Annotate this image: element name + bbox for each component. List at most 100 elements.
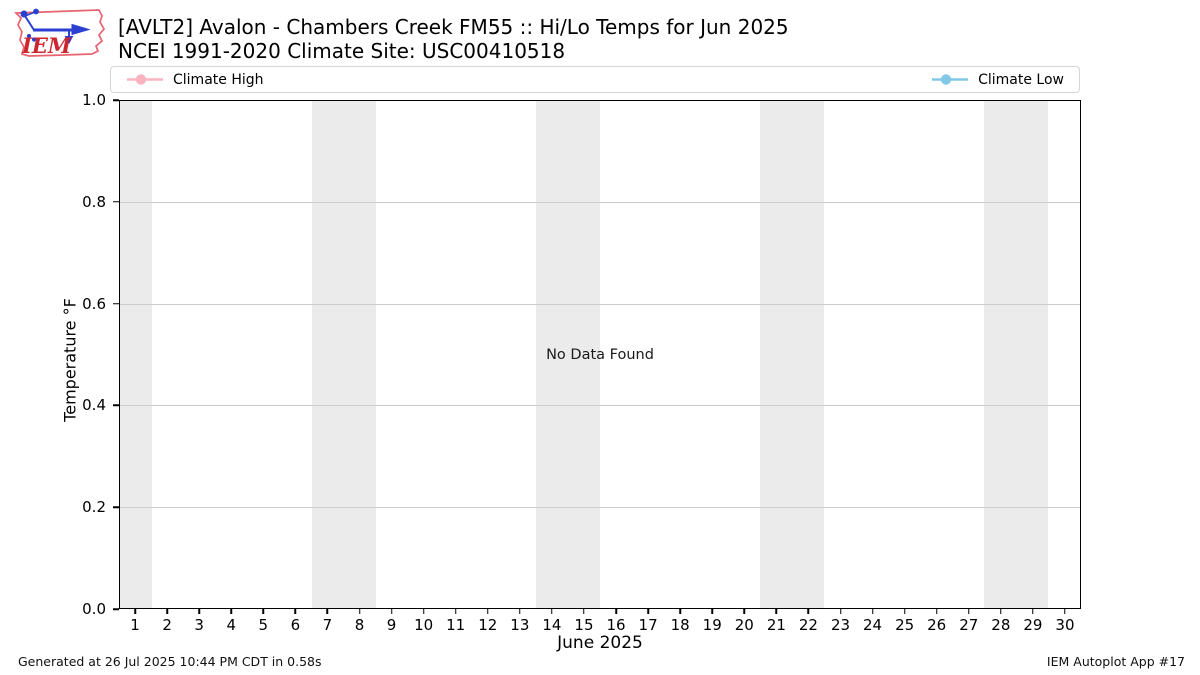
- x-tick-mark: [743, 609, 746, 614]
- logo-text: IEM: [21, 33, 72, 58]
- x-tick-mark: [711, 609, 713, 614]
- legend-label-climate-low: Climate Low: [978, 71, 1064, 88]
- legend-item-climate-low: Climate Low: [931, 72, 1064, 88]
- weekend-shade-band: [312, 101, 376, 608]
- legend-label-climate-high: Climate High: [173, 71, 264, 88]
- x-tick-label: 21: [766, 616, 786, 634]
- x-tick-label: 16: [606, 616, 626, 634]
- x-tick-mark: [775, 609, 778, 614]
- x-tick-mark: [230, 609, 232, 614]
- x-tick-label: 27: [959, 616, 979, 634]
- x-tick-label: 18: [670, 616, 690, 634]
- x-tick-label: 26: [927, 616, 947, 634]
- x-tick-mark: [647, 609, 649, 614]
- x-tick-mark: [262, 609, 265, 614]
- x-tick-mark: [903, 609, 906, 614]
- x-tick-label: 8: [354, 616, 365, 634]
- x-tick-mark: [326, 609, 329, 614]
- x-tick-mark: [358, 609, 361, 614]
- x-tick-mark: [1032, 609, 1034, 614]
- x-tick-mark: [422, 609, 425, 614]
- x-tick-label: 22: [798, 616, 818, 634]
- x-tick-label: 5: [258, 616, 269, 634]
- x-tick-mark: [583, 609, 585, 614]
- x-tick-mark: [294, 609, 297, 614]
- iem-logo: IEM: [14, 8, 106, 58]
- y-gridline: [120, 202, 1080, 204]
- x-tick-label: 12: [478, 616, 498, 634]
- y-tick-label: 0.0: [82, 600, 106, 618]
- x-tick-mark: [968, 609, 970, 614]
- y-gridline: [120, 303, 1080, 305]
- x-tick-label: 14: [542, 616, 562, 634]
- x-tick-mark: [615, 609, 617, 614]
- y-tick-mark: [113, 404, 119, 407]
- x-tick-label: 10: [414, 616, 434, 634]
- x-tick-label: 2: [162, 616, 172, 634]
- y-tick-mark: [113, 506, 119, 508]
- x-tick-label: 25: [895, 616, 915, 634]
- weekend-shade-band: [120, 101, 152, 608]
- x-tick-label: 15: [574, 616, 594, 634]
- y-tick-label: 0.4: [82, 396, 106, 415]
- x-tick-label: 7: [322, 616, 333, 634]
- x-tick-label: 9: [386, 616, 397, 634]
- climate-high-marker-icon: [127, 74, 163, 85]
- y-tick-label: 0.2: [82, 498, 106, 517]
- legend: Climate High Climate Low: [110, 66, 1080, 93]
- x-tick-mark: [551, 609, 553, 614]
- x-tick-mark: [935, 609, 938, 614]
- x-tick-label: 23: [830, 616, 851, 634]
- weekend-shade-band: [984, 101, 1048, 608]
- x-tick-label: 4: [226, 616, 236, 634]
- climate-low-marker-icon: [932, 74, 969, 85]
- x-tick-label: 1: [130, 616, 140, 634]
- x-tick-label: 29: [1023, 616, 1043, 634]
- y-axis-ticks: 0.0 0.2 0.4 0.6 0.8 1.0: [0, 91, 119, 618]
- x-axis-ticks: 1 2 3 4 5 6 7 8 9 10 11 12 13 14 15 16 17 18 19 20 21 22 23 24 2…: [119, 609, 1081, 641]
- x-tick-mark: [487, 609, 489, 614]
- y-gridline: [120, 405, 1080, 407]
- y-tick-mark: [113, 608, 119, 610]
- x-tick-mark: [1000, 609, 1002, 614]
- x-tick-mark: [807, 609, 810, 614]
- footer-app-id: IEM Autoplot App #17: [1046, 654, 1185, 669]
- x-tick-mark: [1064, 609, 1066, 614]
- legend-item-climate-high: Climate High: [126, 72, 264, 88]
- x-tick-mark: [454, 609, 457, 614]
- y-tick-mark: [113, 201, 119, 203]
- x-tick-mark: [134, 609, 136, 614]
- iowa-outline-icon: [14, 9, 106, 57]
- x-tick-mark: [166, 609, 168, 614]
- y-tick-label: 0.8: [82, 192, 106, 211]
- chart-title-block: [AVLT2] Avalon - Chambers Creek FM55 :: …: [118, 15, 789, 63]
- x-tick-mark: [198, 609, 200, 614]
- y-tick-mark: [113, 302, 119, 305]
- x-tick-mark: [390, 609, 393, 614]
- x-tick-mark: [679, 609, 681, 614]
- x-tick-label: 20: [734, 616, 754, 634]
- weather-vane-icon: [20, 8, 91, 45]
- x-tick-label: 11: [446, 616, 466, 634]
- y-gridline: [120, 506, 1080, 508]
- plot-area: No Data Found: [119, 100, 1081, 609]
- x-tick-label: 3: [194, 616, 204, 634]
- x-tick-mark: [839, 609, 842, 614]
- no-data-annotation: No Data Found: [546, 346, 654, 363]
- x-tick-label: 17: [638, 616, 658, 634]
- x-tick-mark: [871, 609, 874, 614]
- x-tick-label: 30: [1055, 616, 1075, 634]
- y-axis-label: Temperature °F: [60, 298, 80, 422]
- x-tick-label: 28: [991, 616, 1011, 634]
- y-tick-label: 0.6: [82, 294, 106, 313]
- chart-title: [AVLT2] Avalon - Chambers Creek FM55 :: …: [118, 15, 789, 39]
- x-tick-label: 19: [702, 616, 722, 634]
- x-tick-label: 13: [510, 616, 530, 634]
- x-axis-label: June 2025: [557, 633, 643, 653]
- weekend-shade-band: [759, 101, 824, 608]
- x-tick-mark: [519, 609, 521, 614]
- footer-generated-at: Generated at 26 Jul 2025 10:44 PM CDT in…: [18, 654, 322, 669]
- y-tick-mark: [113, 99, 119, 101]
- weekend-shade-band: [536, 101, 600, 608]
